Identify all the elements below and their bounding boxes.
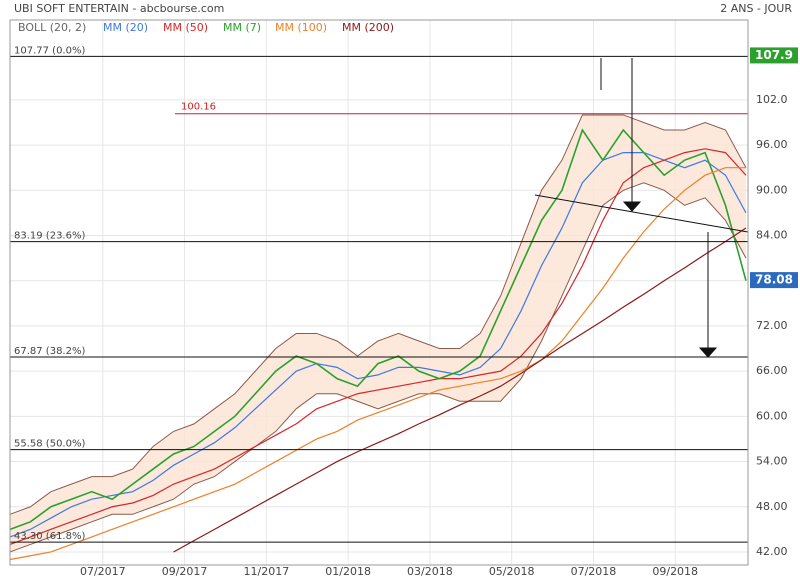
x-tick-label: 03/2018 (407, 565, 453, 578)
arrow-head (698, 347, 718, 358)
y-tick-label: 90.00 (756, 183, 788, 196)
y-tick-label: 96.00 (756, 138, 788, 151)
level-label: 43.30 (61.8%) (14, 531, 85, 542)
plot-frame (9, 19, 749, 566)
price-marker (750, 272, 798, 289)
x-tick-label: 09/2017 (162, 565, 208, 578)
y-tick-label: 84.00 (756, 228, 788, 241)
ma-line (9, 128, 747, 531)
legend-label: MM (7) (223, 21, 261, 34)
y-tick-label: 66.00 (756, 364, 788, 377)
level-label: 67.87 (38.2%) (14, 346, 85, 357)
band-lower (9, 182, 747, 553)
y-tick-label: 42.00 (756, 545, 788, 558)
y-tick-label: 72.00 (756, 319, 788, 332)
legend-label: MM (100) (275, 21, 327, 34)
x-tick-label: 09/2018 (652, 565, 698, 578)
x-tick-label: 01/2018 (325, 565, 371, 578)
price-marker-label: 107.9 (755, 48, 793, 62)
plot: 107.77 (0.0%) 83.19 (23.6%) 67.87 (38.2%) 5… (9, 45, 748, 561)
y-tick-label: 102.0 (756, 93, 788, 106)
legend-label: MM (20) (103, 21, 148, 34)
price-marker-label: 78.08 (755, 273, 793, 287)
y-tick-label: 48.00 (756, 500, 788, 513)
legend-label: MM (50) (163, 21, 208, 34)
ma-line (9, 167, 746, 561)
y-tick-label: 54.00 (756, 455, 788, 468)
chart-subtitle: 2 ANS - JOUR (720, 2, 792, 15)
ma-line (9, 148, 747, 545)
axes: 42.0048.0054.0060.0066.0072.0078.0084.00… (80, 47, 798, 578)
band-upper (9, 114, 747, 515)
ma-line (173, 227, 747, 553)
chart-title: UBI SOFT ENTERTAIN - abcbourse.com (14, 2, 224, 15)
ma-line (9, 152, 747, 538)
y-tick-label: 60.00 (756, 409, 788, 422)
trend-line (534, 194, 749, 233)
legend-label: BOLL (20, 2) (18, 21, 86, 34)
annotations (534, 58, 749, 358)
x-tick-label: 07/2017 (80, 565, 126, 578)
level-label: 107.77 (0.0%) (14, 45, 85, 56)
x-tick-label: 11/2017 (244, 565, 290, 578)
legend-label: MM (200) (342, 21, 394, 34)
price-marker (750, 47, 798, 64)
x-tick-label: 07/2018 (571, 565, 617, 578)
arrow-head (622, 201, 642, 212)
level-label: 55.58 (50.0%) (14, 439, 85, 450)
band-fill (10, 114, 746, 552)
x-tick-label: 05/2018 (489, 565, 535, 578)
level-label: 83.19 (23.6%) (14, 231, 85, 242)
resistance-label: 100.16 (181, 102, 216, 113)
